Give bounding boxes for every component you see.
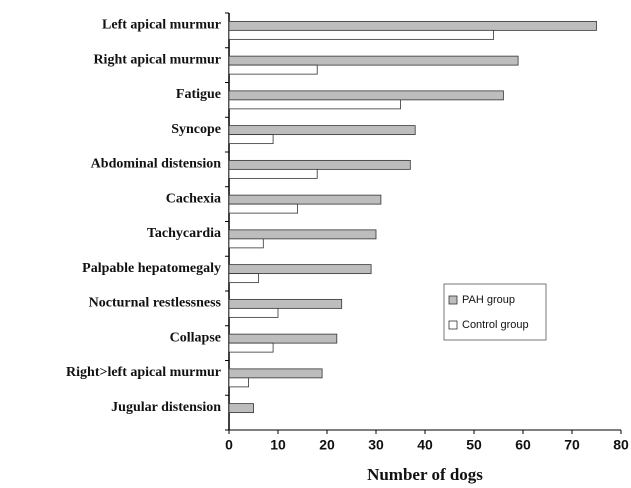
legend-swatch <box>448 320 458 330</box>
bar <box>228 342 274 353</box>
x-tick-label: 30 <box>368 437 384 453</box>
bar <box>228 203 298 214</box>
bar <box>228 307 279 318</box>
x-tick-label: 70 <box>564 437 580 453</box>
bar <box>228 134 274 145</box>
y-tick-label: Syncope <box>171 122 221 137</box>
y-tick-label: Fatigue <box>176 87 221 102</box>
bar <box>228 264 372 275</box>
bar <box>228 298 343 309</box>
x-tick-label: 80 <box>613 437 629 453</box>
bar <box>228 273 259 284</box>
x-tick-label: 50 <box>466 437 482 453</box>
bar <box>228 20 597 31</box>
y-tick-label: Collapse <box>170 330 221 345</box>
y-tick-label: Jugular distension <box>111 400 221 415</box>
y-tick-label: Cachexia <box>166 191 221 206</box>
bar <box>228 29 495 40</box>
bar <box>228 90 504 101</box>
bar <box>228 99 401 110</box>
y-tick-label: Left apical murmur <box>102 18 221 33</box>
legend-label: PAH group <box>462 294 515 306</box>
bar <box>228 159 411 170</box>
y-tick-label: Right apical murmur <box>93 52 221 67</box>
x-tick-label: 10 <box>270 437 286 453</box>
x-tick-label: 20 <box>319 437 335 453</box>
bar <box>228 377 250 388</box>
legend <box>443 283 547 341</box>
bar <box>228 368 323 379</box>
y-tick-label: Palpable hepatomegaly <box>82 261 221 276</box>
x-tick-label: 40 <box>417 437 433 453</box>
y-tick-label: Right>left apical murmur <box>66 365 221 380</box>
bar <box>228 55 519 66</box>
bar <box>228 403 254 414</box>
bar <box>228 229 377 240</box>
y-tick-label: Tachycardia <box>147 226 221 241</box>
bar <box>228 168 318 179</box>
x-tick-label: 0 <box>225 437 233 453</box>
bar <box>228 194 382 205</box>
bar <box>228 64 318 75</box>
legend-label: Control group <box>462 319 529 331</box>
y-tick-label: Nocturnal restlessness <box>89 296 222 311</box>
legend-swatch <box>448 295 458 305</box>
x-axis-label: Number of dogs <box>367 465 483 484</box>
y-tick-label: Abdominal distension <box>91 157 222 172</box>
x-tick-label: 60 <box>515 437 531 453</box>
bar <box>228 238 264 249</box>
bar <box>228 125 416 136</box>
bar <box>228 333 338 344</box>
